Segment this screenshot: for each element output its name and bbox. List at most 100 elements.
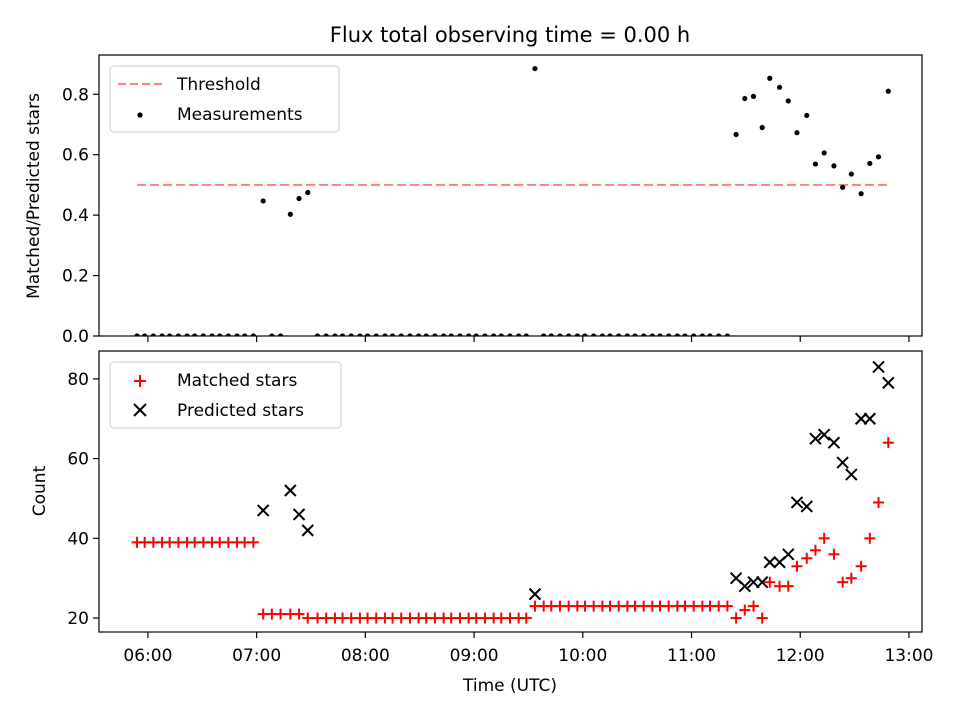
measurements-point: [574, 333, 580, 336]
measurements-point: [498, 333, 504, 336]
counts-panel: 20 40 60 80 06:00 07:00 08:00 09:00 10:00 11:00 1…: [30, 350, 933, 666]
measurements-point: [466, 333, 472, 336]
measurements-point: [867, 160, 873, 167]
measurements-point: [699, 333, 705, 336]
measurements-point: [407, 333, 413, 336]
counts-y-tick-label: 40: [67, 529, 89, 549]
measurements-point: [277, 333, 284, 336]
measurements-point: [491, 333, 497, 336]
ratio-legend: Threshold Measurements: [109, 65, 340, 133]
x-tick-label: 07:00: [232, 646, 281, 666]
measurements-point: [566, 333, 572, 336]
measurements-point: [848, 171, 854, 177]
measurements-point: [532, 65, 538, 72]
legend-predicted-swatch: [133, 403, 147, 417]
ratio-x-ticks: [147, 336, 910, 342]
measurements-point: [332, 333, 338, 336]
predicted-stars-point: [872, 360, 885, 374]
x-axis-label: Time (UTC): [462, 676, 557, 696]
counts-y-axis-label: Count: [30, 465, 50, 516]
matched-stars-point: [721, 600, 733, 612]
measurements-point: [175, 333, 181, 336]
measurements-point: [591, 333, 597, 336]
legend-matched-label: Matched stars: [177, 371, 297, 391]
matched-stars-point: [739, 604, 751, 616]
matched-stars-point: [791, 560, 803, 572]
measurements-point: [858, 191, 864, 197]
measurements-point: [759, 124, 765, 131]
matched-stars-point: [782, 580, 794, 592]
predicted-stars-point: [763, 556, 777, 569]
matched-stars-point: [818, 532, 830, 544]
measurements-point: [541, 333, 547, 336]
ratio-marks: [134, 65, 891, 336]
measurements-point: [432, 333, 438, 336]
measurements-point: [225, 333, 231, 336]
matched-stars-point: [247, 536, 259, 548]
ratio-y-tick-label: 0.0: [62, 327, 89, 347]
measurements-point: [167, 333, 173, 336]
predicted-stars-point: [755, 575, 769, 589]
measurements-point: [234, 333, 240, 336]
measurements-point: [657, 333, 663, 336]
counts-x-ticks: 06:00 07:00 08:00 09:00 10:00 11:00 12:00 13:00: [123, 632, 933, 666]
legend-measurements-swatch: [137, 112, 143, 118]
measurements-point: [242, 333, 248, 336]
measurements-point: [776, 84, 783, 90]
counts-legend-box: [109, 361, 342, 429]
measurements-point: [750, 93, 757, 99]
measurements-point: [616, 333, 622, 336]
measurements-point: [875, 154, 882, 160]
x-tick-label: 08:00: [341, 646, 390, 666]
predicted-stars-point: [827, 436, 841, 449]
matched-stars-point: [809, 544, 821, 556]
measurements-point: [269, 333, 275, 336]
measurements-point: [339, 333, 346, 336]
measurements-point: [674, 333, 680, 336]
matched-stars-point: [837, 576, 849, 588]
measurements-point: [716, 333, 722, 336]
measurements-point: [473, 333, 479, 336]
measurements-point: [733, 131, 739, 138]
matched-stars-point: [855, 560, 867, 572]
measurements-point: [323, 333, 329, 336]
measurements-point: [666, 333, 672, 336]
measurements-point: [296, 195, 302, 202]
matched-stars-point: [882, 437, 894, 449]
measurements-point: [348, 333, 354, 336]
predicted-stars-point: [845, 468, 858, 481]
ratio-y-tick-label: 0.6: [62, 146, 89, 166]
matched-stars-point: [747, 600, 759, 612]
predicted-stars-point: [809, 432, 822, 445]
measurements-point: [416, 333, 422, 336]
ratio-legend-box: [109, 65, 340, 133]
measurements-point: [516, 333, 522, 336]
counts-panel-frame: [98, 350, 923, 633]
predicted-stars-point: [817, 428, 831, 441]
measurements-point: [159, 333, 165, 336]
x-tick-label: 09:00: [450, 646, 499, 666]
measurements-point: [785, 98, 791, 104]
predicted-stars-point: [284, 484, 297, 497]
ratio-panel-frame: [98, 54, 923, 337]
ratio-y-axis-label: Matched/Predicted stars: [24, 93, 44, 299]
measurements-point: [260, 198, 266, 204]
measurements-point: [804, 112, 810, 119]
matched-stars-point: [756, 612, 768, 624]
measurements-point: [382, 333, 388, 336]
legend-measurements-label: Measurements: [177, 105, 303, 125]
ratio-y-tick-label: 0.8: [62, 85, 89, 105]
measurements-point: [507, 333, 513, 336]
measurements-point: [607, 333, 613, 336]
ratio-y-tick-label: 0.2: [62, 267, 89, 287]
predicted-stars-point: [528, 587, 542, 601]
measurements-point: [364, 333, 371, 336]
measurements-point: [305, 189, 311, 196]
measurements-point: [184, 333, 190, 336]
measurements-point: [767, 75, 773, 81]
predicted-stars-point: [800, 500, 813, 513]
measurements-point: [582, 333, 588, 336]
matched-stars-point: [873, 496, 885, 508]
measurements-point: [134, 333, 140, 336]
